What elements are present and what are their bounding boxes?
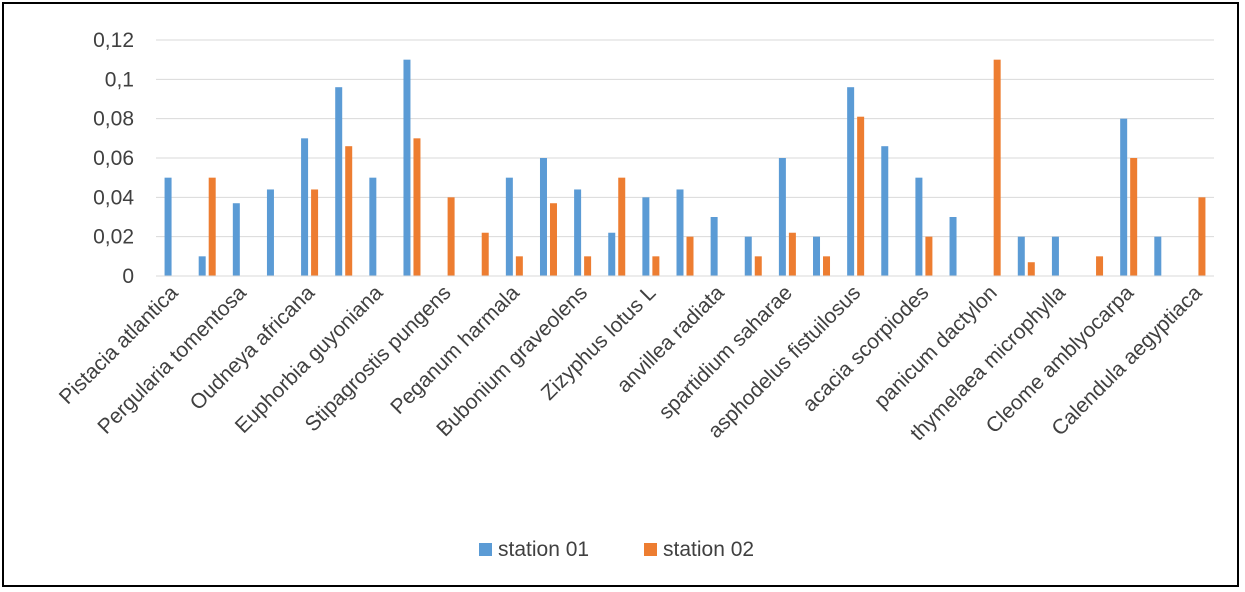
bar-station-01-5 bbox=[335, 87, 343, 276]
bar-station-02-10 bbox=[515, 256, 523, 276]
bar-station-01-10 bbox=[505, 177, 513, 276]
y-tick-label: 0,12 bbox=[93, 29, 134, 52]
bar-station-01-0 bbox=[164, 177, 172, 276]
bar-station-02-17 bbox=[754, 256, 762, 276]
y-tick-label: 0,1 bbox=[105, 68, 134, 91]
bar-station-01-11 bbox=[539, 158, 547, 276]
bar-station-02-25 bbox=[1027, 262, 1035, 276]
bar-station-02-20 bbox=[857, 116, 865, 276]
bar-station-01-18 bbox=[778, 158, 786, 276]
y-tick-label: 0,04 bbox=[93, 186, 134, 209]
bar-chart: 0 0,02 0,04 0,06 0,08 0,1 0,12 Pistacia atlant… bbox=[55, 29, 1214, 561]
y-tick-label: 0 bbox=[122, 265, 134, 288]
legend: station 01 station 02 bbox=[479, 538, 754, 561]
bar-station-02-14 bbox=[652, 256, 660, 276]
bar-station-02-24 bbox=[993, 59, 1001, 276]
x-category-label: Peganum harmala bbox=[386, 281, 524, 419]
bar-station-01-20 bbox=[847, 87, 855, 276]
legend-label-station-02: station 02 bbox=[663, 538, 754, 561]
legend-label-station-01: station 01 bbox=[498, 538, 589, 561]
bar-station-01-14 bbox=[642, 197, 650, 276]
y-tick-label: 0,06 bbox=[93, 147, 134, 170]
bar-station-02-13 bbox=[618, 177, 626, 276]
bar-station-01-22 bbox=[915, 177, 923, 276]
bar-station-02-22 bbox=[925, 236, 933, 276]
bar-station-01-29 bbox=[1154, 236, 1162, 276]
bar-station-02-12 bbox=[584, 256, 592, 276]
bar-station-01-6 bbox=[369, 177, 377, 276]
bar-station-01-17 bbox=[744, 236, 752, 276]
bar-station-01-28 bbox=[1120, 118, 1128, 277]
bar-station-01-3 bbox=[266, 189, 274, 276]
bar-station-02-8 bbox=[447, 197, 455, 276]
bar-station-01-13 bbox=[608, 232, 616, 276]
bar-station-01-15 bbox=[676, 189, 684, 276]
bar-station-01-1 bbox=[198, 256, 206, 276]
bar-station-01-26 bbox=[1051, 236, 1059, 276]
bar-station-02-1 bbox=[208, 177, 216, 276]
bar-station-02-7 bbox=[413, 138, 421, 276]
bar-station-02-27 bbox=[1096, 256, 1104, 276]
bar-station-01-19 bbox=[813, 236, 821, 276]
bar-station-01-4 bbox=[301, 138, 309, 276]
bar-station-02-30 bbox=[1198, 197, 1206, 276]
bar-station-02-15 bbox=[686, 236, 694, 276]
bar-station-01-12 bbox=[574, 189, 582, 276]
bar-station-02-18 bbox=[788, 232, 796, 276]
bar-station-01-7 bbox=[403, 59, 411, 276]
x-category-label: acacia scorpiodes bbox=[798, 281, 933, 416]
legend-swatch-station-02 bbox=[644, 543, 657, 556]
x-category-label: Pistacia atlantica bbox=[55, 281, 183, 409]
bar-station-02-11 bbox=[549, 203, 557, 276]
bar-station-02-5 bbox=[345, 146, 353, 276]
bar-station-01-21 bbox=[881, 146, 889, 276]
bar-station-02-19 bbox=[823, 256, 831, 276]
bars bbox=[164, 59, 1206, 277]
y-tick-label: 0,02 bbox=[93, 226, 134, 249]
legend-swatch-station-01 bbox=[479, 543, 492, 556]
x-category-label: panicum dactylon bbox=[870, 281, 1002, 413]
bar-station-01-2 bbox=[232, 203, 240, 276]
y-axis-tick-labels: 0 0,02 0,04 0,06 0,08 0,1 0,12 bbox=[93, 29, 134, 288]
x-category-label: Zizyphus lotus L bbox=[537, 281, 661, 405]
bar-station-01-23 bbox=[949, 217, 957, 276]
bar-station-01-16 bbox=[710, 217, 718, 276]
gridlines bbox=[156, 39, 1214, 238]
bar-station-02-28 bbox=[1130, 158, 1138, 276]
x-category-label: spartidium saharae bbox=[654, 281, 797, 424]
bar-station-02-9 bbox=[481, 232, 489, 276]
x-category-label: Oudneya africana bbox=[186, 281, 320, 415]
bar-station-02-4 bbox=[311, 189, 319, 276]
bar-station-01-25 bbox=[1017, 236, 1025, 276]
y-tick-label: 0,08 bbox=[93, 108, 134, 131]
